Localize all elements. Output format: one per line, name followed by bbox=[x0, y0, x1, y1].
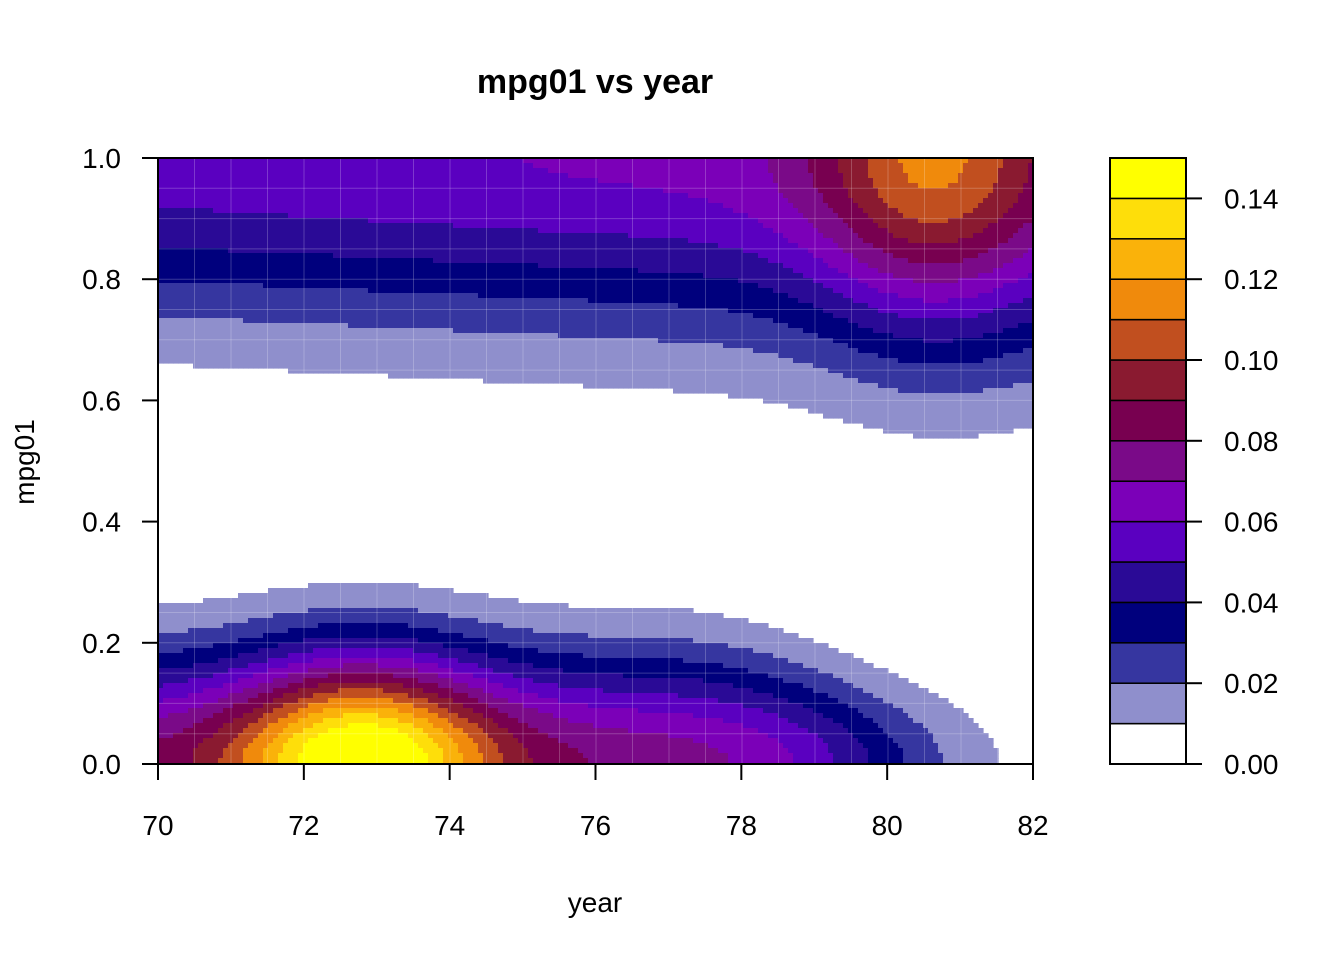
colorbar-tick-label: 0.02 bbox=[1224, 668, 1279, 699]
y-axis: 0.0 0.2 0.4 0.6 0.8 1.0 bbox=[82, 143, 158, 780]
colorbar-swatch bbox=[1109, 399, 1187, 442]
contour-fill bbox=[158, 158, 1033, 764]
x-tick-label: 74 bbox=[434, 810, 465, 841]
colorbar-tick-label: 0.00 bbox=[1224, 749, 1279, 780]
colorbar-swatch bbox=[1109, 278, 1187, 321]
colorbar-swatch bbox=[1109, 318, 1187, 361]
x-tick-label: 78 bbox=[726, 810, 757, 841]
y-tick-label: 1.0 bbox=[82, 143, 121, 174]
colorbar-tick-label: 0.08 bbox=[1224, 426, 1279, 457]
y-axis-label: mpg01 bbox=[9, 419, 40, 505]
colorbar-swatch bbox=[1109, 238, 1187, 280]
colorbar-tick-label: 0.04 bbox=[1224, 587, 1279, 618]
y-tick-label: 0.8 bbox=[82, 264, 121, 295]
colorbar-swatch bbox=[1109, 601, 1187, 644]
y-tick-label: 0.6 bbox=[82, 385, 121, 416]
colorbar-swatch bbox=[1109, 359, 1187, 402]
colorbar-tick-label: 0.12 bbox=[1224, 264, 1279, 295]
colorbar-tick-label: 0.14 bbox=[1224, 183, 1279, 214]
plot-grid bbox=[158, 158, 1033, 764]
y-tick-label: 0.2 bbox=[82, 628, 121, 659]
chart-title: mpg01 vs year bbox=[477, 63, 713, 101]
colorbar-swatch bbox=[1109, 561, 1187, 604]
colorbar-swatch bbox=[1109, 440, 1187, 482]
colorbar-swatch bbox=[1109, 520, 1187, 563]
y-tick-label: 0.4 bbox=[82, 507, 121, 538]
x-tick-label: 80 bbox=[872, 810, 903, 841]
x-axis-label: year bbox=[568, 887, 622, 918]
y-tick-label: 0.0 bbox=[82, 749, 121, 780]
colorbar: 0.00 0.02 0.04 0.06 0.08 0.10 0.12 0.14 bbox=[1109, 157, 1279, 780]
colorbar-swatch bbox=[1109, 682, 1187, 725]
x-tick-label: 82 bbox=[1017, 810, 1048, 841]
colorbar-swatch bbox=[1109, 480, 1187, 523]
colorbar-swatch bbox=[1109, 642, 1187, 684]
x-tick-label: 70 bbox=[142, 810, 173, 841]
colorbar-swatch bbox=[1109, 157, 1187, 200]
x-tick-label: 72 bbox=[288, 810, 319, 841]
colorbar-tick-label: 0.10 bbox=[1224, 345, 1279, 376]
x-tick-label: 76 bbox=[580, 810, 611, 841]
x-axis: 70 72 74 76 78 80 82 bbox=[142, 764, 1049, 841]
colorbar-swatch bbox=[1109, 197, 1187, 240]
colorbar-tick-label: 0.06 bbox=[1224, 507, 1279, 538]
colorbar-swatch bbox=[1109, 722, 1187, 765]
